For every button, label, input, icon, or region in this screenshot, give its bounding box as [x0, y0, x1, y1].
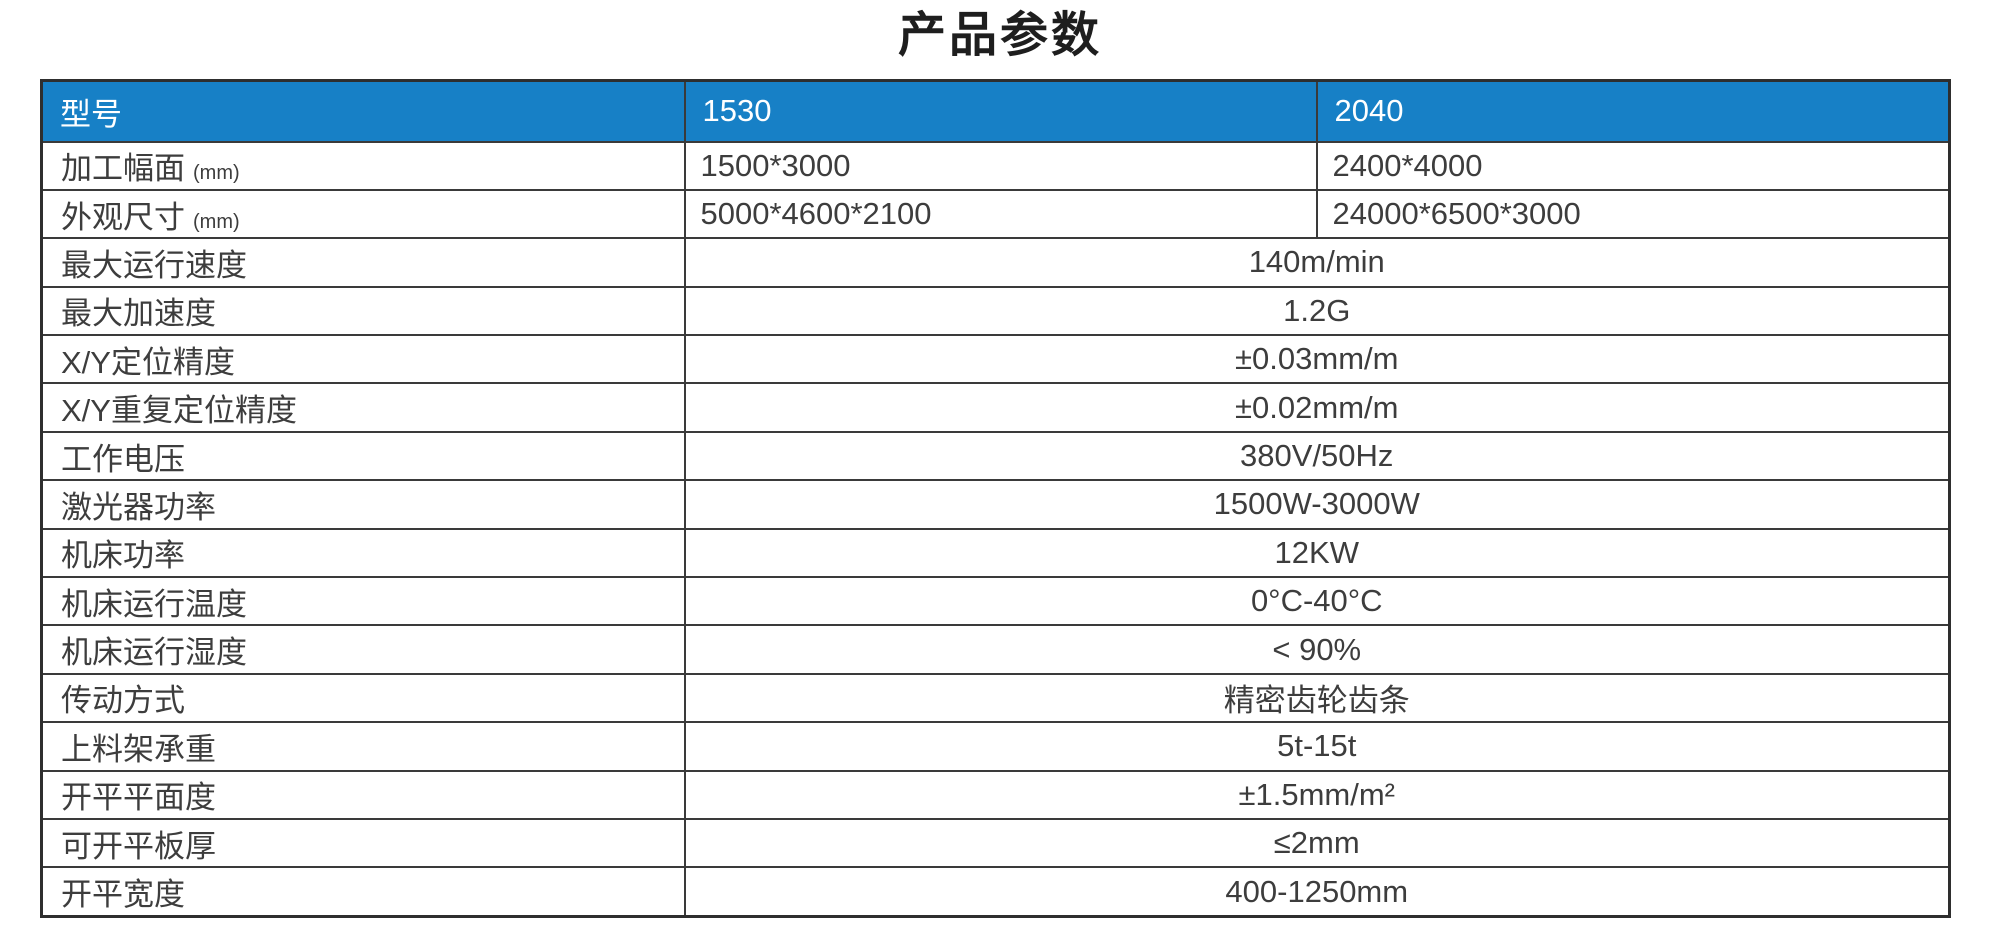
row-label-text: X/Y定位精度 — [61, 344, 235, 380]
row-label-unit: (mm) — [193, 162, 240, 185]
row-label: 上料架承重 — [40, 721, 686, 772]
row-label: 工作电压 — [40, 430, 686, 482]
row-value: ±0.03mm/m — [683, 334, 1951, 385]
row-value: 精密齿轮齿条 — [683, 672, 1951, 724]
table-row: 可开平板厚 ≤2mm — [40, 817, 1951, 869]
row-value: ±0.02mm/m — [683, 382, 1951, 433]
row-value: ±1.5mm/m² — [683, 769, 1951, 820]
row-label-text: 机床功率 — [61, 538, 185, 574]
header-cell-2040: 2040 — [1315, 79, 1951, 143]
page-title: 产品参数 — [897, 9, 1102, 62]
row-label: 最大加速度 — [40, 285, 686, 337]
row-label: 最大运行速度 — [40, 237, 686, 288]
row-value: < 90% — [683, 624, 1951, 675]
row-label-text: 传动方式 — [61, 683, 185, 719]
table-header-row: 型号 1530 2040 — [40, 79, 1951, 143]
row-value: 380V/50Hz — [683, 430, 1951, 482]
row-label-text: 开平平面度 — [61, 780, 216, 816]
row-label-text: 最大运行速度 — [61, 247, 247, 283]
row-label: X/Y定位精度 — [40, 334, 686, 385]
row-label-text: X/Y重复定位精度 — [61, 393, 297, 429]
row-label: 开平宽度 — [40, 866, 686, 918]
table-row: 激光器功率 1500W-3000W — [40, 479, 1951, 530]
row-label: 机床运行温度 — [40, 576, 686, 627]
row-label: 机床运行湿度 — [40, 624, 686, 675]
row-label-text: 可开平板厚 — [61, 828, 216, 864]
row-value: 12KW — [683, 527, 1951, 579]
row-label-text: 开平宽度 — [61, 877, 185, 913]
row-value: 400-1250mm — [683, 866, 1951, 918]
row-value: 24000*6500*3000 — [1315, 188, 1951, 240]
row-label: 可开平板厚 — [40, 817, 686, 869]
table-row: 开平宽度 400-1250mm — [40, 866, 1951, 918]
row-label-text: 激光器功率 — [61, 489, 216, 525]
table-row: 上料架承重 5t-15t — [40, 721, 1951, 772]
row-value: 1.2G — [683, 285, 1951, 337]
row-label-text: 加工幅面 — [61, 151, 185, 187]
table-row: 最大运行速度 140m/min — [40, 237, 1951, 288]
table-row: 工作电压 380V/50Hz — [40, 430, 1951, 482]
header-cell-model: 型号 — [40, 79, 686, 143]
row-value: 2400*4000 — [1315, 140, 1951, 191]
table-row: 机床功率 12KW — [40, 527, 1951, 579]
table-body: 加工幅面 (mm) 1500*3000 2400*4000 外观尺寸 (mm) 5000*4… — [40, 140, 1951, 918]
table-row: X/Y定位精度 ±0.03mm/m — [40, 334, 1951, 385]
row-label-text: 最大加速度 — [61, 296, 216, 332]
row-label-unit: (mm) — [193, 210, 240, 233]
table-row: 开平平面度 ±1.5mm/m² — [40, 769, 1951, 820]
row-label: 外观尺寸 (mm) — [40, 188, 686, 240]
row-label: 机床功率 — [40, 527, 686, 579]
table-row: 外观尺寸 (mm) 5000*4600*2100 24000*6500*3000 — [40, 188, 1951, 240]
table-row: 机床运行湿度 < 90% — [40, 624, 1951, 675]
row-value: 1500*3000 — [683, 140, 1318, 191]
row-value: 1500W-3000W — [683, 479, 1951, 530]
product-parameters-table: 型号 1530 2040 加工幅面 (mm) 1500*3000 2400*4000 外… — [40, 79, 1951, 918]
row-label: 加工幅面 (mm) — [40, 140, 686, 191]
row-label-text: 外观尺寸 — [61, 199, 185, 235]
row-value: 0°C-40°C — [683, 576, 1951, 627]
table-row: 最大加速度 1.2G — [40, 285, 1951, 337]
row-label-text: 机床运行温度 — [61, 586, 247, 622]
table-row: 传动方式 精密齿轮齿条 — [40, 672, 1951, 724]
row-label: 开平平面度 — [40, 769, 686, 820]
table-row: 机床运行温度 0°C-40°C — [40, 576, 1951, 627]
row-label: 激光器功率 — [40, 479, 686, 530]
row-value: ≤2mm — [683, 817, 1951, 869]
row-label: 传动方式 — [40, 672, 686, 724]
table-row: 加工幅面 (mm) 1500*3000 2400*4000 — [40, 140, 1951, 191]
row-label: X/Y重复定位精度 — [40, 382, 686, 433]
row-value: 5000*4600*2100 — [683, 188, 1318, 240]
header-cell-1530: 1530 — [683, 79, 1318, 143]
table-row: X/Y重复定位精度 ±0.02mm/m — [40, 382, 1951, 433]
row-label-text: 工作电压 — [61, 441, 185, 477]
row-label-text: 机床运行湿度 — [61, 635, 247, 671]
row-label-text: 上料架承重 — [61, 731, 216, 767]
row-value: 140m/min — [683, 237, 1951, 288]
row-value: 5t-15t — [683, 721, 1951, 772]
